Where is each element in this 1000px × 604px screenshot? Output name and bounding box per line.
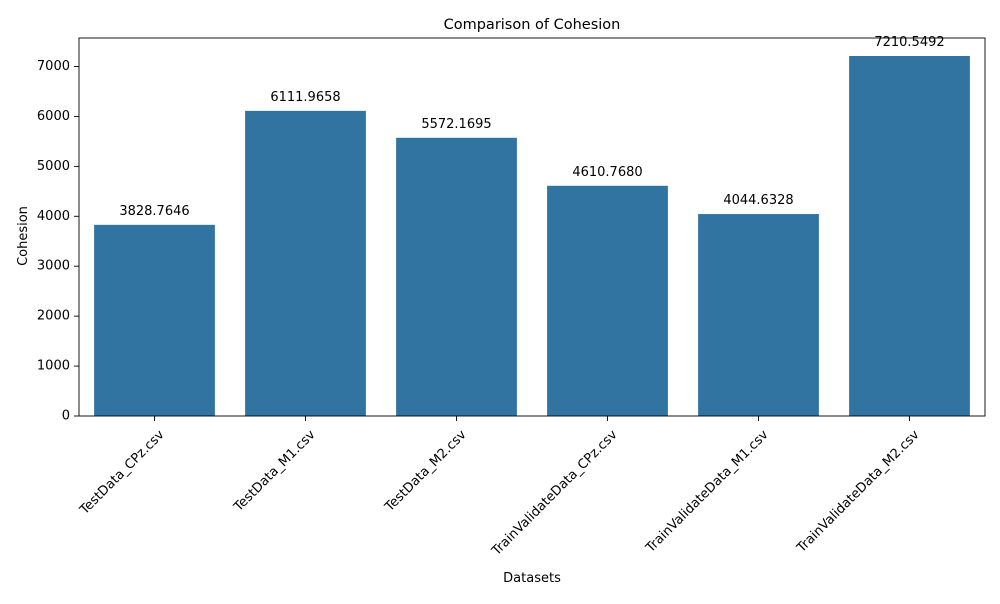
y-tick-label: 3000: [37, 259, 70, 274]
bar-value-label: 7210.5492: [874, 35, 944, 50]
bar-value-label: 3828.7646: [119, 204, 189, 219]
y-tick-label: 7000: [37, 59, 70, 74]
y-axis-label: Cohesion: [16, 206, 31, 266]
bar-value-label: 4610.7680: [572, 165, 642, 180]
y-axis: 0 1000 2000 3000 4000 5000 6000 7000: [37, 59, 79, 424]
bar-value-label: 6111.9658: [270, 90, 340, 105]
y-tick-label: 0: [62, 409, 70, 424]
y-tick-label: 5000: [37, 159, 70, 174]
bar: [849, 55, 970, 417]
y-tick-label: 2000: [37, 309, 70, 324]
x-axis: TestData_CPz.csv TestData_M1.csv TestData_…: [77, 416, 923, 559]
x-tick-label: TrainValidateData_CPz.csv: [489, 427, 621, 559]
x-tick-label: TrainValidateData_M2.csv: [794, 427, 923, 556]
x-axis-label: Datasets: [503, 571, 561, 586]
x-tick-label: TrainValidateData_M1.csv: [643, 427, 772, 556]
x-tick-label: TestData_M1.csv: [231, 427, 319, 515]
bar: [94, 224, 215, 416]
y-tick-label: 4000: [37, 209, 70, 224]
bar-value-label: 5572.1695: [421, 117, 491, 132]
bar-value-label: 4044.6328: [723, 193, 793, 208]
plot-frame: [78, 37, 986, 417]
x-tick-label: TestData_CPz.csv: [77, 427, 168, 518]
bar: [547, 185, 668, 416]
bar: [396, 137, 517, 416]
y-tick-label: 6000: [37, 109, 70, 124]
bar: [698, 214, 819, 416]
value-labels-group: 3828.7646 6111.9658 5572.1695 4610.7680 4044…: [119, 35, 944, 219]
y-tick-label: 1000: [37, 359, 70, 374]
bars-group: [94, 55, 970, 417]
bar: [245, 110, 366, 417]
chart-title: Comparison of Cohesion: [444, 17, 621, 33]
x-tick-label: TestData_M2.csv: [382, 427, 470, 515]
